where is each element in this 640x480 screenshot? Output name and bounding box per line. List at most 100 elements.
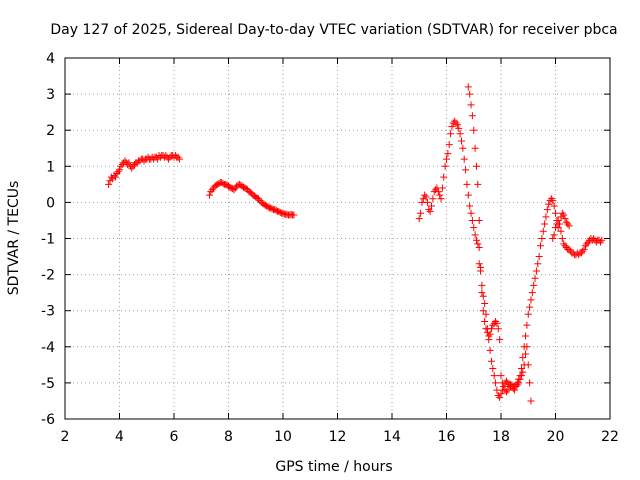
data-point-segment-3	[464, 191, 472, 199]
plot-frame	[64, 57, 611, 420]
data-point-segment-3	[481, 318, 489, 326]
data-point-segment-3	[475, 216, 483, 224]
data-point-segment-3	[443, 155, 450, 163]
data-point-segment-3	[550, 231, 558, 239]
data-point-segment-3	[489, 364, 497, 372]
data-point-segment-3	[530, 281, 538, 289]
data-point-segment-3	[477, 267, 485, 275]
data-point-segment-3	[462, 166, 470, 174]
data-point-segment-3	[549, 197, 557, 205]
data-point-segment-3	[475, 244, 483, 252]
data-point-segment-3	[497, 372, 505, 380]
x-tick-label: 4	[115, 429, 124, 445]
data-point-segment-3	[496, 393, 504, 401]
data-point-segment-1	[105, 180, 113, 188]
data-point-segment-3	[466, 202, 474, 210]
data-point-segment-3	[519, 368, 527, 376]
data-point-segment-3	[552, 209, 559, 217]
data-point-segment-3	[479, 307, 487, 315]
data-point-segment-3	[584, 238, 592, 246]
data-point-segment-3	[590, 235, 598, 242]
y-tick-label: -2	[41, 268, 55, 284]
data-point-segment-3	[441, 162, 449, 170]
data-point-segment-3	[498, 379, 506, 387]
data-point-segment-1	[113, 170, 121, 178]
data-point-segment-3	[492, 318, 500, 326]
data-point-segment-3	[457, 137, 465, 145]
data-point-segment-3	[511, 386, 519, 394]
data-point-segment-3	[455, 124, 463, 132]
data-point-segment-2	[208, 186, 216, 194]
data-point-segment-3	[549, 235, 557, 242]
data-point-segment-2	[290, 211, 298, 219]
y-tick-label: -4	[41, 340, 55, 356]
data-point-segment-3	[466, 90, 474, 98]
data-point-segment-3	[547, 195, 555, 203]
data-point-segment-3	[522, 332, 530, 340]
data-point-segment-3	[522, 350, 530, 358]
data-point-segment-3	[583, 240, 591, 248]
data-point-segment-3	[472, 162, 480, 170]
data-point-segment-3	[415, 215, 423, 223]
data-point-segment-3	[598, 236, 606, 244]
data-point-segment-3	[580, 245, 588, 253]
data-point-segment-3	[558, 235, 566, 242]
data-point-segment-1	[116, 166, 123, 174]
data-point-segment-2	[230, 186, 238, 194]
data-point-segment-3	[496, 336, 504, 344]
data-point-segment-1	[117, 162, 125, 170]
data-point-segment-3	[417, 209, 425, 217]
data-point-segment-3	[560, 211, 568, 219]
data-point-segment-3	[447, 130, 455, 138]
x-tick-label: 14	[383, 429, 401, 445]
grid-lines	[65, 58, 610, 419]
data-point-segment-3	[423, 198, 431, 206]
data-point-segment-3	[535, 253, 543, 261]
data-point-segment-3	[463, 180, 471, 188]
data-point-segment-3	[557, 227, 565, 235]
x-tick-label: 2	[61, 429, 70, 445]
data-point-segment-3	[561, 242, 569, 250]
data-point-segment-3	[425, 206, 433, 214]
data-point-segment-3	[541, 220, 549, 228]
data-point-segment-3	[558, 209, 566, 217]
data-point-segment-3	[444, 150, 452, 158]
y-tick-label: 2	[46, 123, 55, 139]
data-point-segment-3	[464, 83, 472, 91]
data-point-segment-3	[517, 372, 525, 380]
data-point-segment-3	[456, 130, 464, 138]
data-point-segment-3	[527, 397, 535, 405]
data-points	[105, 83, 606, 405]
data-point-segment-1	[128, 164, 136, 172]
data-point-segment-3	[493, 319, 501, 327]
data-point-segment-1	[165, 155, 173, 163]
data-point-segment-3	[474, 180, 482, 188]
data-point-segment-3	[468, 112, 476, 120]
data-point-segment-3	[523, 321, 531, 329]
data-point-segment-3	[459, 144, 467, 152]
data-point-segment-3	[478, 281, 486, 289]
data-point-segment-3	[452, 119, 460, 127]
y-tick-label: 3	[46, 87, 55, 103]
y-tick-label: 0	[46, 195, 55, 211]
data-point-segment-3	[507, 381, 515, 389]
data-point-segment-3	[532, 267, 540, 275]
data-point-segment-3	[524, 361, 532, 369]
data-point-segment-3	[537, 242, 545, 250]
data-point-segment-3	[434, 188, 442, 196]
x-tick-label: 12	[329, 429, 347, 445]
data-point-segment-3	[492, 379, 500, 387]
data-point-segment-3	[523, 343, 531, 351]
data-point-segment-3	[467, 101, 475, 109]
y-tick-label: 1	[46, 159, 55, 175]
data-point-segment-3	[471, 231, 479, 239]
data-point-segment-3	[528, 289, 536, 297]
y-tick-label: -5	[41, 376, 55, 392]
data-point-segment-3	[428, 202, 436, 210]
data-point-segment-3	[460, 155, 468, 163]
data-point-segment-3	[545, 200, 553, 208]
data-point-segment-3	[550, 202, 558, 210]
data-point-segment-2	[254, 195, 262, 203]
